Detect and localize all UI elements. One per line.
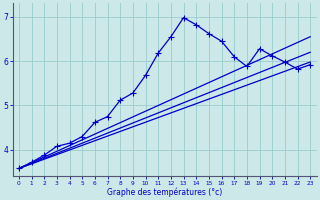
X-axis label: Graphe des températures (°c): Graphe des températures (°c) (107, 187, 222, 197)
